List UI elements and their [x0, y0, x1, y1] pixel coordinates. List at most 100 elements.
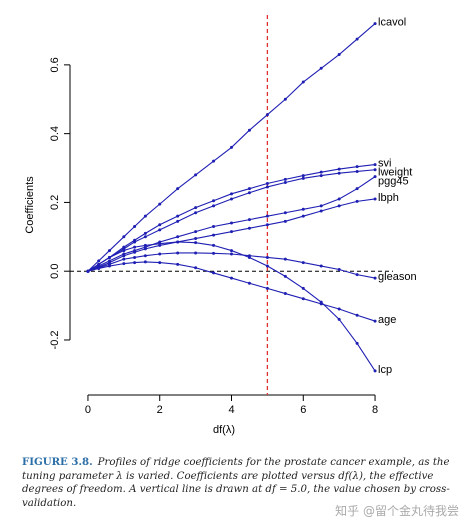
y-tick-label: 0.0: [49, 264, 61, 279]
caption-label: FIGURE 3.8.: [22, 456, 93, 468]
x-tick-label: 6: [300, 404, 306, 416]
data-point: [107, 255, 111, 259]
data-point: [355, 169, 359, 173]
y-axis-label: Coefficients: [24, 176, 36, 234]
data-point: [265, 255, 269, 259]
data-point: [319, 300, 323, 304]
series-label: lcavol: [378, 17, 406, 29]
data-point: [301, 214, 305, 218]
data-point: [194, 173, 198, 177]
series-label: age: [378, 314, 396, 326]
data-point: [301, 297, 305, 301]
data-point: [97, 259, 101, 263]
data-point: [301, 261, 305, 265]
data-point: [373, 197, 377, 201]
data-point: [337, 267, 341, 271]
data-point: [122, 254, 126, 258]
series-line: [87, 169, 376, 272]
data-point: [176, 219, 180, 223]
series-line: [87, 198, 376, 272]
x-tick-label: 8: [372, 404, 378, 416]
data-point: [301, 176, 305, 180]
data-point: [283, 97, 287, 101]
data-point: [301, 207, 305, 211]
data-point: [283, 219, 287, 223]
data-point: [319, 66, 323, 70]
data-point: [133, 250, 137, 254]
data-point: [319, 170, 323, 174]
data-point: [122, 235, 126, 239]
data-point: [301, 174, 305, 178]
data-point: [373, 22, 377, 26]
data-point: [283, 292, 287, 296]
x-axis-label: df(λ): [213, 424, 235, 436]
data-point: [283, 274, 287, 278]
data-point: [194, 266, 198, 270]
data-point: [247, 128, 251, 132]
data-point: [212, 204, 216, 208]
data-point: [247, 255, 251, 259]
data-point: [158, 228, 162, 232]
data-point: [373, 369, 377, 373]
y-tick-label: -0.2: [49, 330, 61, 349]
data-point: [212, 271, 216, 275]
data-point: [355, 199, 359, 203]
data-point: [230, 192, 233, 196]
data-point: [133, 261, 137, 265]
data-point: [176, 187, 180, 191]
data-point: [283, 211, 287, 215]
data-point: [355, 37, 359, 41]
series-line: [87, 252, 376, 279]
data-point: [158, 252, 162, 256]
x-tick-label: 2: [157, 404, 163, 416]
data-point: [212, 251, 216, 255]
data-point: [230, 230, 233, 234]
data-point: [194, 206, 198, 210]
data-point: [355, 187, 359, 191]
data-point: [355, 313, 359, 317]
data-point: [373, 168, 377, 172]
x-tick-label: 4: [228, 404, 234, 416]
data-point: [355, 273, 359, 277]
series-label: lbph: [378, 192, 399, 204]
data-point: [133, 245, 137, 249]
data-point: [319, 209, 323, 213]
data-point: [337, 317, 341, 321]
data-point: [265, 113, 269, 117]
data-point: [176, 214, 180, 218]
data-point: [176, 262, 180, 266]
data-point: [337, 171, 341, 175]
data-point: [319, 204, 323, 208]
data-point: [373, 163, 377, 167]
data-point: [265, 182, 269, 186]
data-point: [86, 269, 90, 273]
data-point: [194, 251, 198, 255]
data-point: [337, 167, 341, 171]
data-point: [230, 221, 233, 225]
data-point: [230, 249, 233, 253]
data-point: [143, 254, 147, 258]
data-point: [355, 341, 359, 345]
y-tick-label: 0.2: [49, 195, 61, 210]
data-point: [283, 177, 287, 181]
x-tick-label: 0: [85, 404, 91, 416]
data-point: [247, 218, 251, 222]
series-label: lcp: [378, 364, 392, 376]
data-point: [373, 319, 377, 323]
data-point: [337, 204, 341, 208]
data-point: [212, 243, 216, 247]
data-point: [230, 252, 233, 256]
data-point: [194, 211, 198, 215]
data-point: [122, 249, 126, 253]
data-point: [194, 230, 198, 234]
data-point: [176, 240, 180, 244]
data-point: [143, 214, 147, 218]
data-point: [230, 276, 233, 280]
y-tick-label: 0.4: [49, 126, 61, 141]
data-point: [265, 264, 269, 268]
data-point: [158, 261, 162, 265]
data-point: [212, 224, 216, 228]
data-point: [212, 233, 216, 237]
data-point: [212, 159, 216, 163]
